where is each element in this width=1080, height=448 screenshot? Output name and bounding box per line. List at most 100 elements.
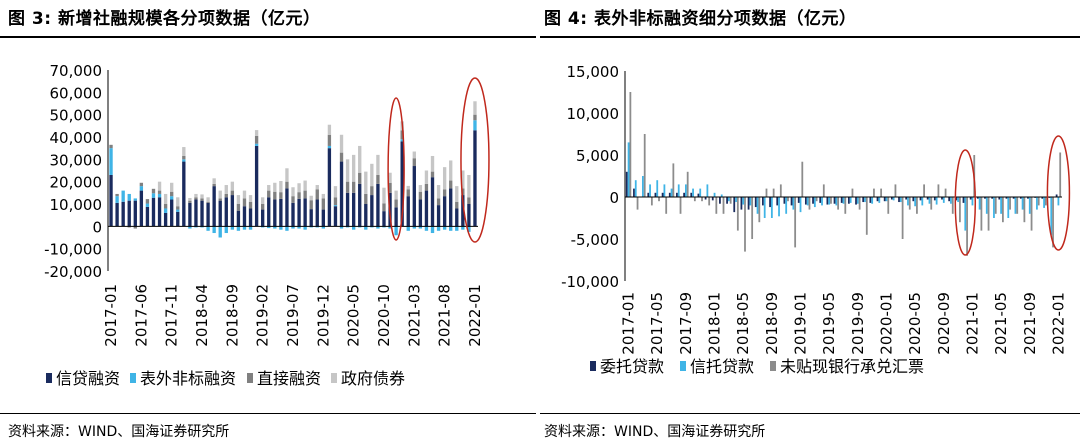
y-tick-label: 30,000 <box>50 151 103 169</box>
bar-trust <box>720 194 723 197</box>
bar-offbalance <box>121 190 125 202</box>
bar-bills <box>751 197 754 239</box>
bar-direct <box>376 174 380 184</box>
bar-entrust <box>898 197 900 203</box>
bar-bills <box>787 197 789 202</box>
bar-direct <box>455 201 459 209</box>
bar-bills <box>693 197 696 202</box>
bar-direct <box>188 200 192 203</box>
bar-credit <box>364 204 368 227</box>
bar-credit <box>449 188 453 227</box>
bar-offbalance <box>297 226 301 229</box>
bar-offbalance <box>182 159 186 162</box>
bar-gov <box>273 182 277 192</box>
bar-credit <box>267 197 271 227</box>
bar-gov <box>461 170 465 189</box>
bar-entrust <box>869 197 872 203</box>
source-divider <box>540 413 1080 414</box>
bar-bills <box>744 197 746 252</box>
bar-trust <box>670 188 673 197</box>
bar-credit <box>248 208 253 227</box>
bar-gov <box>230 181 235 191</box>
bar-entrust <box>876 197 879 202</box>
bar-direct <box>248 201 253 209</box>
bar-credit <box>436 205 441 227</box>
chart-source: 资料来源：WIND、国海证券研究所 <box>8 424 230 440</box>
bar-bills <box>650 197 653 206</box>
bar-bills <box>901 197 904 239</box>
x-tick-label: 2022-01 <box>466 284 484 347</box>
y-tick-label: -10,000 <box>561 273 619 291</box>
bar-offbalance <box>436 226 441 231</box>
x-tick-label: 2017-01 <box>102 284 120 347</box>
bar-credit <box>370 195 374 227</box>
bar-direct <box>163 204 168 209</box>
bar-direct <box>206 201 210 203</box>
bar-trust <box>1036 197 1038 210</box>
legend-label: 表外非标融资 <box>140 369 236 388</box>
bar-offbalance <box>273 226 277 229</box>
bar-trust <box>806 197 809 206</box>
y-tick-label: 15,000 <box>567 63 620 81</box>
x-tick-label: 2019-09 <box>849 292 867 355</box>
bar-credit <box>382 211 386 227</box>
bar-trust <box>864 197 866 203</box>
bar-direct <box>327 134 332 146</box>
bar-gov <box>418 185 423 192</box>
bar-credit <box>321 209 325 227</box>
bar-offbalance <box>394 226 398 236</box>
bar-trust <box>663 184 666 197</box>
bar-gov <box>364 171 368 194</box>
bar-entrust <box>969 197 972 200</box>
bar-credit <box>133 200 137 227</box>
bar-offbalance <box>327 145 332 149</box>
bar-gov <box>194 193 198 198</box>
bar-bills <box>715 197 718 214</box>
bar-bills <box>873 188 875 197</box>
bar-gov <box>351 154 356 182</box>
bar-credit <box>188 202 192 227</box>
bar-direct <box>358 172 362 184</box>
bar-bills <box>794 197 797 248</box>
bar-bills <box>980 197 983 231</box>
bar-direct <box>400 130 404 140</box>
bar-offbalance <box>139 186 144 191</box>
bar-offbalance <box>188 226 192 229</box>
bar-entrust <box>905 197 908 200</box>
bar-entrust <box>647 192 650 197</box>
bar-credit <box>151 197 156 227</box>
x-tick-label: 2018-09 <box>223 284 241 347</box>
bar-bills <box>987 197 990 231</box>
bar-trust <box>649 184 651 197</box>
bar-entrust <box>726 197 728 204</box>
bar-bills <box>672 163 675 197</box>
bar-credit <box>345 192 350 227</box>
bar-direct <box>273 191 277 200</box>
bar-bills <box>772 188 775 197</box>
bar-offbalance <box>242 226 247 230</box>
bar-trust <box>1014 197 1017 214</box>
bar-bills <box>830 197 832 204</box>
bar-entrust <box>833 197 836 204</box>
bar-offbalance <box>418 226 423 229</box>
bar-bills <box>808 197 811 210</box>
x-tick-label: 2019-07 <box>284 284 302 347</box>
bar-direct <box>351 181 356 193</box>
bar-trust <box>971 197 974 206</box>
bar-gov <box>242 190 247 199</box>
bar-direct <box>218 198 222 201</box>
bar-direct <box>321 198 325 210</box>
bar-direct <box>182 155 186 160</box>
bar-bills <box>1030 197 1033 231</box>
bar-offbalance <box>157 193 162 198</box>
legend-swatch-credit <box>46 373 52 383</box>
bar-direct <box>309 200 313 210</box>
bar-bills <box>908 197 911 210</box>
bar-credit <box>333 206 338 227</box>
bar-bills <box>758 197 761 223</box>
bar-bills <box>923 184 925 197</box>
bar-gov <box>200 194 204 199</box>
bar-bills <box>736 197 739 231</box>
bar-credit <box>170 199 174 227</box>
bar-gov <box>382 187 386 204</box>
